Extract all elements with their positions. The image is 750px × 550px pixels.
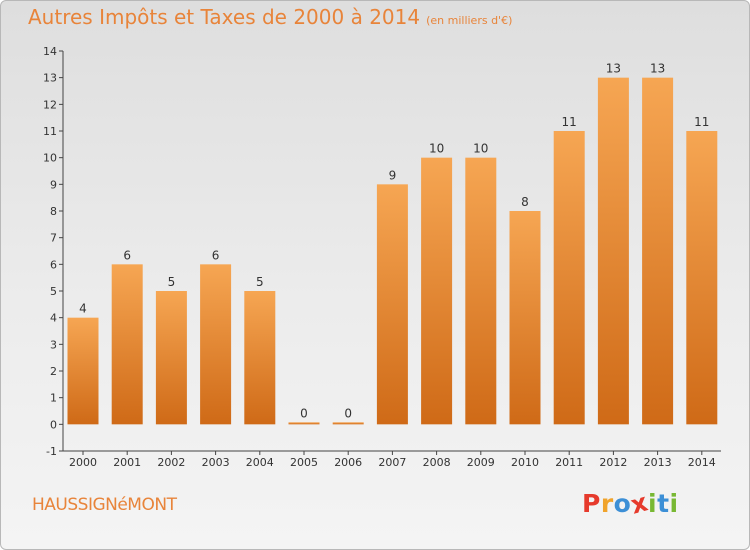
x-tick-label: 2014	[688, 456, 716, 469]
bar-2014	[686, 131, 718, 425]
logo-letter: r	[600, 489, 614, 518]
value-label: 10	[429, 142, 444, 156]
x-tick-label: 2005	[290, 456, 318, 469]
y-tick-label: 12	[43, 98, 57, 111]
bar-2011	[553, 131, 585, 425]
bar-2000	[67, 317, 99, 425]
y-tick-label: 7	[50, 232, 57, 245]
bar-2009	[465, 157, 497, 425]
bar-2012	[597, 77, 629, 425]
x-tick-label: 2007	[378, 456, 406, 469]
y-tick-label: 8	[50, 205, 57, 218]
x-tick-label: 2011	[555, 456, 583, 469]
bar-2003	[200, 264, 232, 425]
y-tick-label: 1	[50, 392, 57, 405]
bar-2002	[155, 291, 187, 425]
value-label: 13	[606, 62, 621, 76]
y-tick-label: 6	[50, 258, 57, 271]
chart-title: Autres Impôts et Taxes de 2000 à 2014 (en…	[28, 5, 512, 29]
y-tick-label: 13	[43, 72, 57, 85]
value-label: 11	[694, 115, 709, 129]
bar-2010	[509, 211, 541, 425]
bar-2007	[376, 184, 408, 425]
x-tick-label: 2010	[511, 456, 539, 469]
proxiti-logo: Proxiti	[582, 487, 679, 519]
logo-letter: i	[669, 489, 679, 518]
value-label: 5	[168, 275, 176, 289]
y-tick-label: 11	[43, 125, 57, 138]
value-label: 6	[212, 248, 220, 262]
title-unit: (en milliers d'€)	[426, 14, 513, 27]
y-tick-label: 3	[50, 338, 57, 351]
y-tick-label: 5	[50, 285, 57, 298]
value-label: 10	[473, 142, 488, 156]
x-tick-label: 2003	[202, 456, 230, 469]
title-text: Autres Impôts et Taxes de 2000 à 2014	[28, 5, 421, 29]
value-label: 0	[344, 406, 352, 420]
x-tick-label: 2004	[246, 456, 274, 469]
y-tick-label: 0	[50, 418, 57, 431]
x-tick-label: 2012	[599, 456, 627, 469]
bar-2005	[288, 422, 320, 425]
bar-2004	[244, 291, 276, 425]
y-tick-label: 10	[43, 152, 57, 165]
bar-2013	[642, 77, 674, 425]
x-tick-label: 2001	[113, 456, 141, 469]
value-label: 13	[650, 62, 665, 76]
x-tick-label: 2008	[423, 456, 451, 469]
logo-letter: P	[582, 489, 601, 518]
bar-2006	[332, 422, 364, 425]
commune-name: HAUSSIGNéMONT	[32, 495, 177, 515]
x-tick-label: 2006	[334, 456, 362, 469]
value-label: 6	[123, 248, 131, 262]
bar-2008	[421, 157, 453, 425]
y-tick-label: -1	[46, 445, 57, 458]
y-tick-label: 4	[50, 312, 57, 325]
x-tick-label: 2013	[644, 456, 672, 469]
y-tick-label: 14	[43, 45, 57, 58]
value-label: 9	[389, 168, 397, 182]
y-tick-label: 2	[50, 365, 57, 378]
chart-bars: 4 6 5 6 5 0 0 9 10 10 8 11 13 13 11	[67, 62, 718, 425]
value-label: 11	[562, 115, 577, 129]
value-label: 8	[521, 195, 529, 209]
value-label: 0	[300, 406, 308, 420]
logo-letter: i	[648, 489, 658, 518]
value-label: 4	[79, 302, 87, 316]
logo-letter: t	[657, 489, 670, 518]
bar-2001	[111, 264, 143, 425]
logo-letter: o	[613, 489, 632, 518]
x-tick-label: 2002	[157, 456, 185, 469]
value-label: 5	[256, 275, 264, 289]
x-tick-label: 2009	[467, 456, 495, 469]
y-tick-label: 9	[50, 178, 57, 191]
x-tick-label: 2000	[69, 456, 97, 469]
